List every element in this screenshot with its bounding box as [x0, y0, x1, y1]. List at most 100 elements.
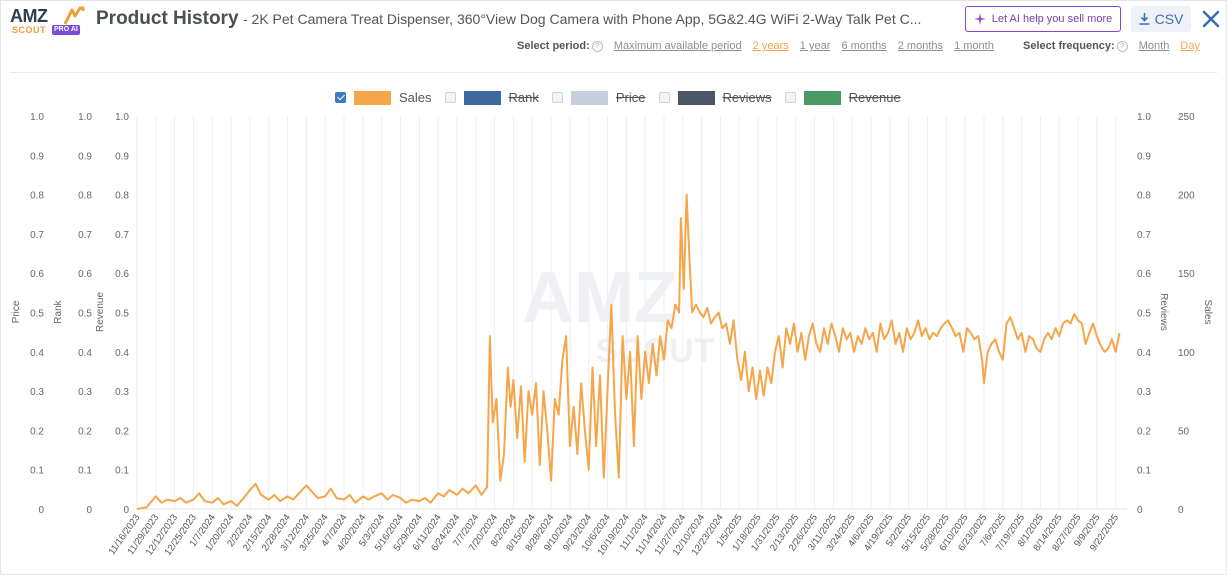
y-tick-label-price: 0.5 — [30, 309, 44, 320]
y-tick-label-price: 1.0 — [30, 112, 44, 123]
y-tick-label-price: 0.3 — [30, 387, 44, 398]
y-tick-label-price: 0.2 — [30, 426, 44, 437]
legend-swatch-sales — [354, 90, 391, 105]
close-button[interactable] — [1199, 7, 1223, 31]
checkbox-reviews[interactable] — [658, 92, 670, 103]
legend-item-sales[interactable]: Sales — [335, 90, 432, 105]
y-tick-label-sales: 150 — [1178, 269, 1195, 280]
y-tick-label-price: 0.9 — [30, 151, 44, 162]
legend-swatch-reviews — [677, 90, 715, 105]
frequency-option-month[interactable]: Month — [1138, 40, 1170, 52]
y-tick-label-sales: 0 — [1178, 505, 1184, 516]
y-tick-label-reviews: 0.8 — [1137, 191, 1151, 202]
logo-badge: PRO AI — [52, 25, 80, 35]
legend-item-price[interactable]: Price — [551, 90, 646, 105]
legend-item-revenue[interactable]: Revenue — [784, 90, 901, 105]
y-tick-label-sales: 250 — [1178, 112, 1195, 123]
logo-arrow-icon — [63, 6, 85, 25]
y-tick-label-price: 0.7 — [30, 230, 44, 241]
period-option-max[interactable]: Maximum available period — [613, 40, 742, 52]
legend-item-reviews[interactable]: Reviews — [658, 90, 772, 105]
y-tick-label-reviews: 0.9 — [1137, 151, 1151, 162]
legend-item-rank[interactable]: Rank — [444, 90, 539, 105]
y-tick-label-price: 0 — [38, 505, 44, 516]
y-tick-label-revenue: 0 — [123, 505, 129, 516]
y-tick-label-reviews: 1.0 — [1137, 112, 1151, 123]
y-tick-label-reviews: 0.4 — [1137, 348, 1151, 359]
legend-swatch-rank — [463, 90, 501, 105]
y-tick-label-rank: 0.9 — [78, 151, 92, 162]
y-axis-title-revenue: Revenue — [95, 292, 106, 332]
y-tick-label-sales: 50 — [1178, 426, 1190, 437]
y-axis-title-reviews: Reviews — [1158, 293, 1169, 331]
period-option-2-years[interactable]: 2 years — [752, 40, 789, 52]
y-tick-label-price: 0.8 — [30, 191, 44, 202]
y-tick-label-reviews: 0 — [1137, 505, 1143, 516]
amzscout-logo: AMZ SCOUT PRO AI — [8, 6, 85, 38]
y-tick-label-revenue: 0.1 — [115, 466, 129, 477]
checkbox-revenue[interactable] — [784, 92, 796, 103]
period-option-6-months[interactable]: 6 months — [841, 40, 887, 52]
y-tick-label-revenue: 0.2 — [115, 426, 129, 437]
legend-label-revenue: Revenue — [848, 90, 901, 105]
csv-download-button[interactable]: CSV — [1131, 6, 1191, 32]
y-tick-label-rank: 1.0 — [78, 112, 92, 123]
y-tick-label-rank: 0 — [86, 505, 92, 516]
y-tick-label-rank: 0.1 — [78, 466, 92, 477]
y-tick-label-rank: 0.7 — [78, 230, 92, 241]
csv-label: CSV — [1154, 11, 1184, 27]
y-tick-label-reviews: 0.2 — [1137, 426, 1151, 437]
y-axis-title-sales: Sales — [1202, 299, 1213, 324]
watermark-text: AMZ — [522, 258, 678, 338]
legend-label-sales: Sales — [399, 90, 432, 105]
y-tick-label-rank: 0.3 — [78, 387, 92, 398]
y-tick-label-revenue: 0.8 — [115, 191, 129, 202]
period-selector: Select period:? Maximum available period… — [517, 40, 994, 52]
y-axis-title-rank: Rank — [53, 299, 64, 323]
frequency-option-day[interactable]: Day — [1180, 40, 1200, 52]
y-axis-title-price: Price — [11, 300, 22, 323]
y-tick-label-price: 0.4 — [30, 348, 44, 359]
checkbox-sales[interactable] — [335, 92, 346, 103]
y-tick-label-reviews: 0.6 — [1137, 269, 1151, 280]
y-tick-label-price: 0.6 — [30, 269, 44, 280]
checkbox-price[interactable] — [551, 92, 563, 103]
legend-label-rank: Rank — [508, 90, 539, 105]
y-tick-label-price: 0.1 — [30, 466, 44, 477]
y-tick-label-rank: 0.6 — [78, 269, 92, 280]
y-tick-label-reviews: 0.1 — [1137, 466, 1151, 477]
y-tick-label-reviews: 0.5 — [1137, 309, 1151, 320]
y-tick-label-sales: 200 — [1178, 191, 1195, 202]
y-tick-label-reviews: 0.3 — [1137, 387, 1151, 398]
logo-sub: SCOUT — [12, 25, 46, 35]
legend-swatch-revenue — [803, 90, 841, 105]
sparkle-icon — [973, 13, 986, 25]
ai-help-label: Let AI help you sell more — [991, 13, 1113, 25]
y-tick-label-rank: 0.2 — [78, 426, 92, 437]
checkbox-rank[interactable] — [444, 92, 456, 103]
y-tick-label-reviews: 0.7 — [1137, 230, 1151, 241]
y-tick-label-rank: 0.4 — [78, 348, 92, 359]
period-option-1-month[interactable]: 1 month — [954, 40, 994, 52]
product-name: - 2K Pet Camera Treat Dispenser, 360°Vie… — [242, 11, 922, 27]
y-tick-label-revenue: 0.7 — [115, 230, 129, 241]
y-tick-label-revenue: 0.6 — [115, 269, 129, 280]
y-tick-label-sales: 100 — [1178, 348, 1195, 359]
frequency-label: Select frequency: — [1023, 40, 1115, 52]
help-icon[interactable]: ? — [1116, 40, 1128, 52]
y-tick-label-rank: 0.8 — [78, 191, 92, 202]
y-tick-label-rank: 0.5 — [78, 309, 92, 320]
period-option-2-months[interactable]: 2 months — [897, 40, 943, 52]
logo-text: AMZ — [10, 6, 48, 26]
page-title: Product History — [96, 8, 239, 29]
download-icon — [1139, 13, 1150, 25]
ai-help-button[interactable]: Let AI help you sell more — [965, 6, 1121, 32]
title-area: Product History - 2K Pet Camera Treat Di… — [96, 8, 951, 30]
y-tick-label-revenue: 0.9 — [115, 151, 129, 162]
y-tick-label-revenue: 0.5 — [115, 309, 129, 320]
help-icon[interactable]: ? — [591, 40, 603, 52]
header-divider — [10, 72, 1217, 73]
chart-legend: Sales Rank Price Reviews Revenue — [335, 90, 914, 105]
period-option-1-year[interactable]: 1 year — [799, 40, 831, 52]
